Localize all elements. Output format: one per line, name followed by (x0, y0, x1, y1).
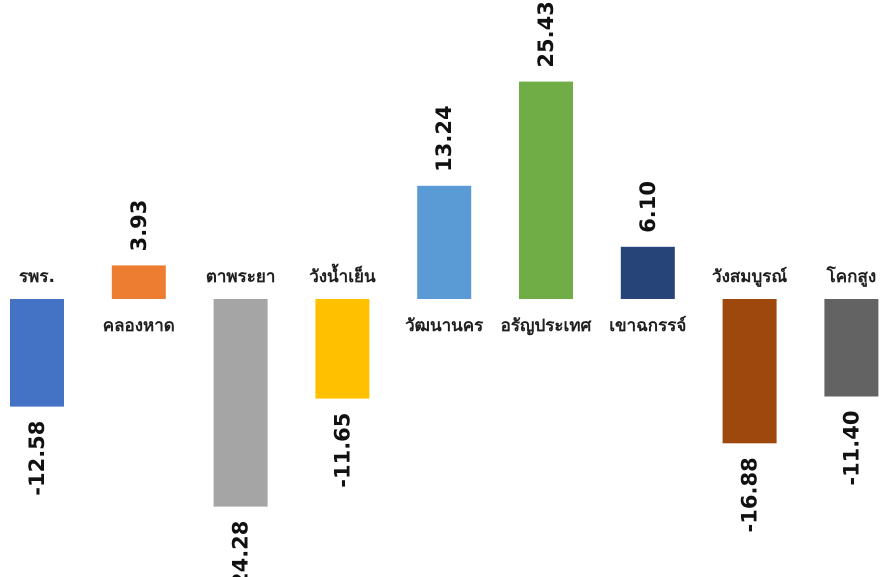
category-label-8: โคกสูง (826, 266, 876, 288)
bar-5 (519, 81, 573, 299)
labels-group: -12.58 รพร. 3.93 คลองหาด -24.28 ตาพระยา -11.65… (19, 1, 876, 577)
category-label-5: อรัญประเทศ (501, 316, 593, 336)
value-label-1: 3.93 (127, 200, 151, 252)
value-label-6: 6.10 (636, 181, 660, 233)
bar-4 (417, 185, 472, 299)
value-label-4: 13.24 (432, 105, 456, 171)
value-label-2: -24.28 (229, 521, 253, 577)
bar-8 (824, 299, 879, 397)
category-label-7: วังสมบูรณ์ (712, 266, 787, 288)
category-label-0: รพร. (19, 267, 55, 287)
category-label-2: ตาพระยา (206, 267, 276, 287)
value-label-7: -16.88 (738, 457, 762, 532)
category-label-3: วังน้ำเย็น (309, 263, 376, 287)
bar-3 (315, 299, 370, 399)
bar-0 (10, 299, 64, 407)
value-label-5: 25.43 (534, 1, 558, 67)
bar-2 (213, 299, 268, 507)
bars-group (10, 81, 879, 507)
category-label-4: วัฒนานคร (405, 316, 484, 336)
category-label-1: คลองหาด (103, 316, 175, 336)
category-label-6: เขาฉกรรจ์ (609, 315, 686, 336)
value-label-0: -12.58 (25, 421, 49, 496)
bar-6 (620, 246, 675, 299)
bar-7 (722, 299, 777, 444)
value-label-3: -11.65 (330, 413, 354, 488)
bar-1 (111, 265, 166, 299)
value-label-8: -11.40 (839, 411, 863, 486)
